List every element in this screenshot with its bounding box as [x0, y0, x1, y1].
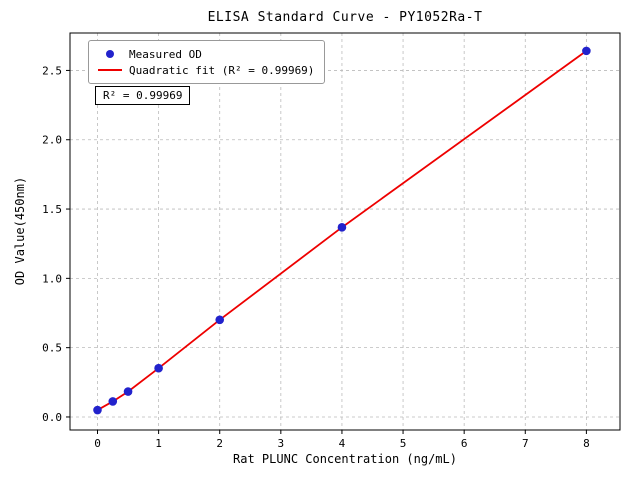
chart-title: ELISA Standard Curve - PY1052Ra-T: [207, 10, 483, 25]
x-tick-label: 1: [155, 437, 162, 450]
y-tick-label: 1.5: [42, 203, 62, 216]
data-point: [154, 363, 163, 373]
y-tick-label: 0.5: [42, 342, 62, 355]
legend-item-measured-od: Measured OD: [96, 46, 314, 62]
data-point: [337, 223, 347, 232]
data-point: [215, 315, 225, 325]
y-tick-label: 2.5: [42, 64, 62, 77]
data-point: [582, 46, 591, 56]
x-tick-label: 8: [583, 437, 590, 450]
line-marker-icon: [96, 69, 124, 71]
x-tick-label: 5: [400, 437, 407, 450]
axes-frame: [69, 32, 621, 431]
r-squared-annotation: R² = 0.99969: [95, 86, 191, 105]
data-point: [123, 387, 133, 396]
x-tick-label: 3: [278, 437, 285, 450]
data-point: [108, 397, 118, 406]
legend-label: Measured OD: [129, 47, 202, 61]
x-tick-label: 2: [216, 437, 223, 450]
y-tick-label: 0.0: [42, 411, 62, 424]
x-tick-label: 7: [522, 437, 529, 450]
legend-label: Quadratic fit (R² = 0.99969): [129, 63, 315, 77]
legend-item-quadratic-fit: Quadratic fit (R² = 0.99969): [96, 62, 314, 78]
y-axis-label: OD Value(450nm): [13, 176, 27, 286]
x-tick-label: 0: [94, 437, 101, 450]
x-axis-label: Rat PLUNC Concentration (ng/mL): [233, 452, 457, 466]
x-tick-label: 4: [339, 437, 346, 450]
y-tick-label: 1.0: [42, 272, 62, 285]
y-tick-label: 2.0: [42, 134, 62, 147]
data-point: [93, 405, 102, 415]
scatter-marker-icon: [96, 50, 124, 58]
x-tick-label: 6: [461, 437, 468, 450]
legend: Measured OD Quadratic fit (R² = 0.99969): [88, 40, 326, 84]
